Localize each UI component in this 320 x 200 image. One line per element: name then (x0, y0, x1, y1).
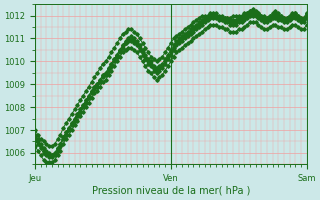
X-axis label: Pression niveau de la mer( hPa ): Pression niveau de la mer( hPa ) (92, 186, 250, 196)
